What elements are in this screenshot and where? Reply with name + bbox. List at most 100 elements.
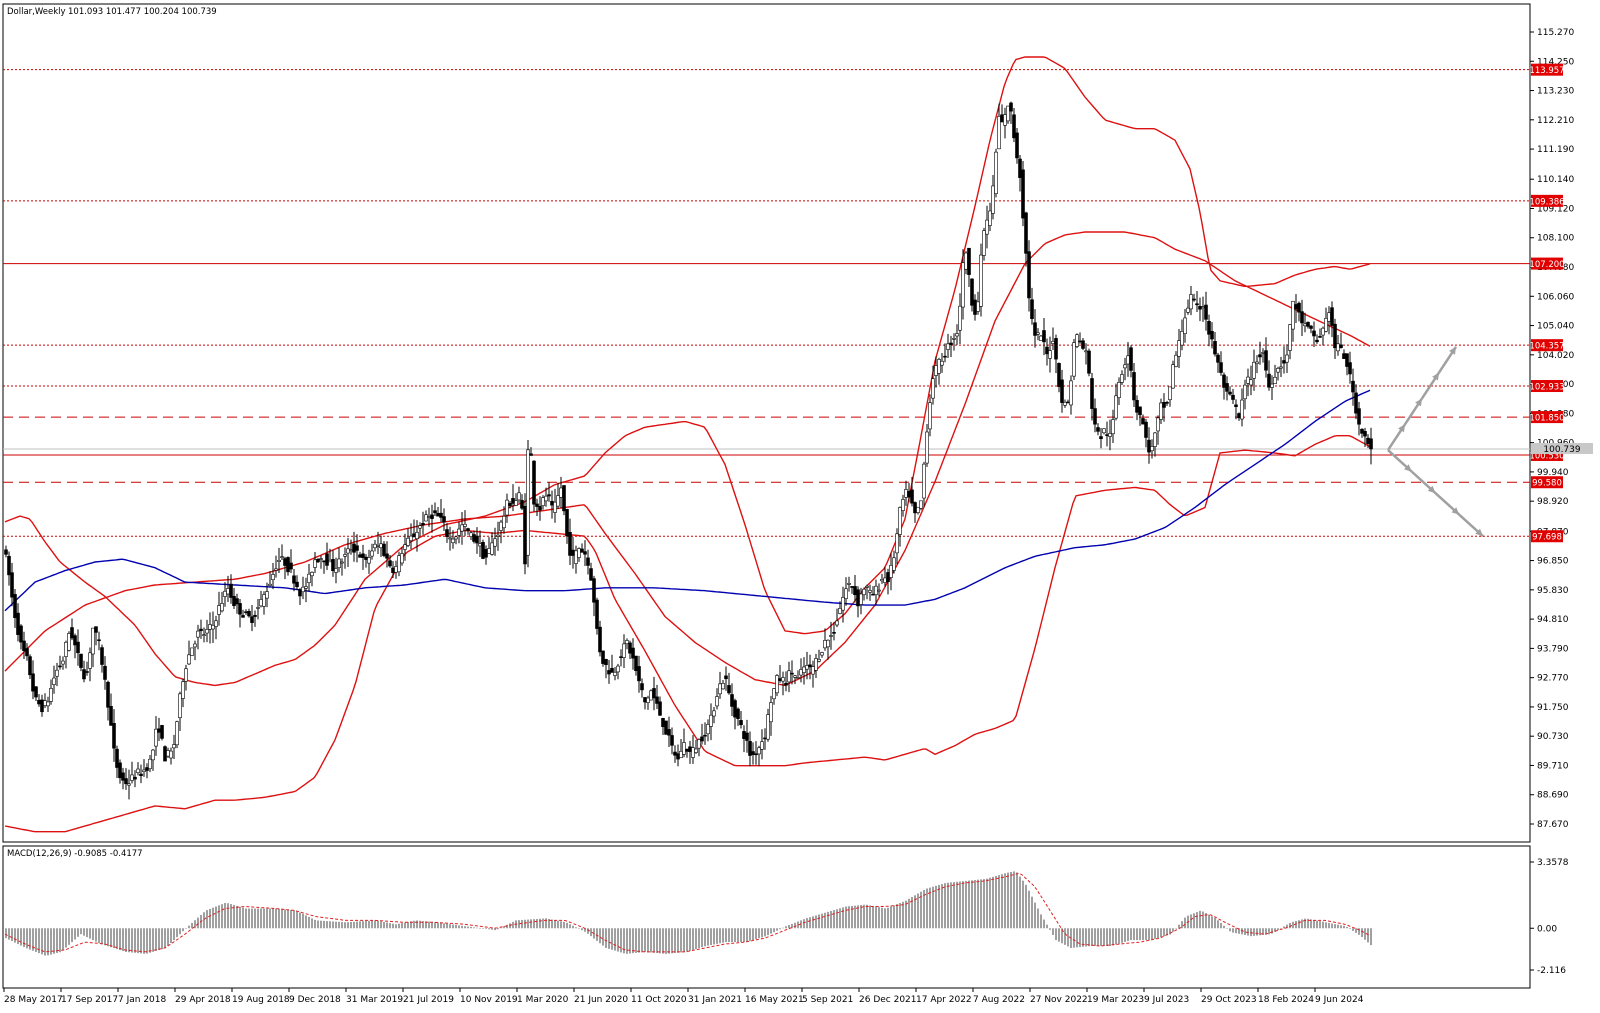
candle-body [301, 586, 305, 593]
macd-bar [875, 906, 877, 929]
candle-body [667, 729, 671, 736]
macd-bar [1052, 928, 1054, 935]
macd-bar [638, 928, 640, 953]
candle-body [826, 639, 830, 648]
level-label-107.200: 107.200 [1529, 260, 1564, 270]
candle-body [73, 635, 77, 646]
macd-bar [185, 928, 187, 929]
macd-bar [332, 921, 334, 929]
candle-body [943, 355, 947, 358]
candle-body [349, 549, 353, 552]
macd-bar [665, 928, 667, 954]
macd-bar [461, 925, 463, 929]
candle-body [772, 688, 776, 700]
candle-body [373, 543, 377, 549]
macd-bar [74, 928, 76, 940]
macd-bar [362, 921, 364, 929]
macd-bar [1097, 928, 1099, 947]
candle-body [880, 579, 884, 582]
macd-bar [491, 928, 493, 930]
macd-bar [227, 903, 229, 929]
macd-bar [1352, 928, 1354, 931]
time-tick-label: 29 Apr 2018 [175, 995, 231, 1005]
macd-bar [116, 928, 118, 950]
candle-body [658, 701, 662, 716]
macd-bar [1172, 928, 1174, 932]
candle-body [841, 597, 845, 611]
candle-body [397, 555, 401, 573]
candle-body [367, 557, 371, 564]
candle-body [1093, 408, 1097, 425]
candle-body [1045, 346, 1049, 355]
macd-bar [584, 928, 586, 932]
candle-body [424, 514, 428, 522]
macd-bar [1010, 872, 1012, 929]
macd-bar [179, 928, 181, 935]
macd-bar [482, 928, 484, 929]
price-tick-label: 99.940 [1537, 468, 1569, 478]
macd-bar [734, 928, 736, 943]
candle-body [82, 669, 86, 680]
candle-body [1306, 321, 1310, 327]
projection-arrow-down-head [1427, 485, 1436, 494]
candle-body [1159, 402, 1163, 420]
candle-body [346, 548, 350, 554]
candle-body [652, 688, 656, 699]
macd-bar [692, 928, 694, 950]
candle-body [559, 487, 563, 498]
projection-arrow-up-head [1398, 424, 1405, 433]
macd-bar [1316, 920, 1318, 929]
price-tick-label: 104.020 [1537, 351, 1574, 361]
candle-body [1240, 399, 1244, 420]
macd-bar [560, 921, 562, 929]
candle-body [757, 747, 761, 755]
macd-bar [758, 928, 760, 939]
candle-body [121, 772, 125, 781]
candle-body [958, 305, 962, 331]
macd-bar [641, 928, 643, 953]
candle-body [115, 748, 119, 768]
macd-bar [1001, 874, 1003, 929]
macd-bar [977, 879, 979, 929]
macd-bar [1154, 928, 1156, 939]
candle-body [385, 553, 389, 559]
candle-body [616, 665, 620, 673]
candle-body [598, 626, 602, 653]
macd-bar [848, 906, 850, 929]
price-tick-label: 112.210 [1537, 116, 1574, 126]
candle-body [889, 565, 893, 578]
candle-body [718, 683, 722, 695]
macd-bar [242, 907, 244, 929]
macd-bar [98, 928, 100, 944]
macd-bar [1019, 876, 1021, 929]
candle-body [28, 656, 32, 676]
candle-body [979, 254, 983, 307]
macd-bar [935, 885, 937, 929]
macd-bar [1292, 921, 1294, 929]
candle-body [580, 548, 584, 553]
candle-body [1252, 361, 1256, 379]
macd-bar [302, 913, 304, 929]
macd-bar [143, 928, 145, 954]
time-tick-label: 5 Sep 2021 [802, 995, 853, 1005]
candle-body [1303, 323, 1307, 327]
price-tick-label: 113.230 [1537, 87, 1574, 97]
macd-bar [233, 904, 235, 929]
candle-body [226, 588, 230, 595]
macd-bar [1250, 928, 1252, 937]
candle-body [172, 744, 176, 749]
candle-body [982, 230, 986, 256]
candle-body [577, 548, 581, 558]
candle-body [79, 653, 83, 668]
macd-bar [860, 905, 862, 929]
macd-bar [194, 920, 196, 929]
candle-body [691, 747, 695, 758]
candle-body [814, 658, 818, 671]
macd-bar [650, 928, 652, 953]
candle-body [88, 652, 92, 669]
macd-bar [581, 928, 583, 931]
candle-body [1228, 391, 1232, 395]
candle-body [634, 655, 638, 671]
level-box-104.357 [1531, 339, 1563, 352]
macd-bar [1319, 921, 1321, 929]
